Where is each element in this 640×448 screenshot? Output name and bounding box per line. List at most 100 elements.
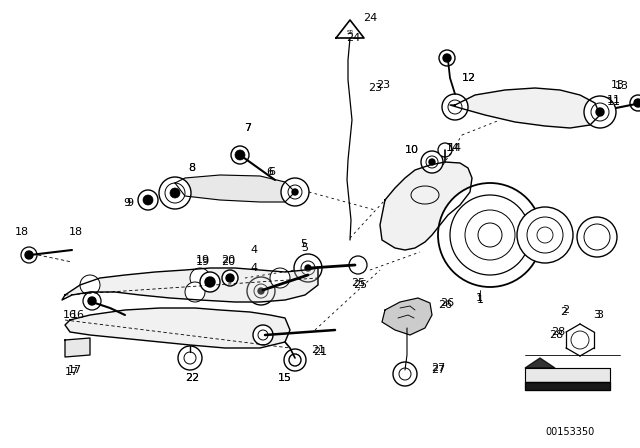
- Text: 24: 24: [363, 13, 377, 23]
- Circle shape: [200, 272, 220, 292]
- Text: 23: 23: [376, 80, 390, 90]
- Polygon shape: [450, 88, 600, 128]
- Text: 14: 14: [446, 143, 460, 153]
- Text: 7: 7: [244, 123, 252, 133]
- Text: 20: 20: [221, 257, 235, 267]
- Text: 27: 27: [431, 363, 445, 373]
- Circle shape: [281, 178, 309, 206]
- Text: 11: 11: [607, 97, 621, 107]
- Text: 6: 6: [266, 167, 273, 177]
- Text: 16: 16: [63, 310, 77, 320]
- Circle shape: [284, 349, 306, 371]
- Circle shape: [159, 177, 191, 209]
- Circle shape: [247, 277, 275, 305]
- Text: 9: 9: [127, 198, 134, 208]
- Circle shape: [517, 207, 573, 263]
- Circle shape: [577, 217, 617, 257]
- Polygon shape: [382, 298, 432, 335]
- Text: 00153350: 00153350: [545, 427, 595, 437]
- Circle shape: [170, 188, 180, 198]
- Text: 3: 3: [596, 310, 604, 320]
- Text: 2: 2: [563, 305, 570, 315]
- Text: 19: 19: [196, 255, 210, 265]
- Circle shape: [294, 254, 322, 282]
- Text: 27: 27: [431, 365, 445, 375]
- Text: 22: 22: [185, 373, 199, 383]
- Text: 19: 19: [196, 257, 210, 267]
- Circle shape: [143, 195, 153, 205]
- Circle shape: [421, 151, 443, 173]
- Text: 8: 8: [188, 163, 196, 173]
- Circle shape: [205, 277, 215, 287]
- Polygon shape: [525, 358, 555, 368]
- Text: 1: 1: [476, 293, 483, 303]
- Polygon shape: [65, 308, 290, 348]
- Circle shape: [438, 143, 452, 157]
- Polygon shape: [62, 268, 318, 302]
- Text: 1: 1: [477, 295, 483, 305]
- Text: 18: 18: [15, 227, 29, 237]
- Circle shape: [21, 247, 37, 263]
- Text: 13: 13: [611, 80, 625, 90]
- Text: 5: 5: [301, 243, 308, 253]
- Circle shape: [138, 190, 158, 210]
- Circle shape: [25, 251, 33, 259]
- Text: 21: 21: [313, 347, 327, 357]
- Text: 5: 5: [301, 239, 307, 249]
- Text: 10: 10: [405, 145, 419, 155]
- Circle shape: [226, 274, 234, 282]
- Text: 4: 4: [250, 263, 257, 273]
- Polygon shape: [525, 382, 610, 390]
- Text: 25: 25: [353, 280, 367, 290]
- Circle shape: [185, 282, 205, 302]
- Text: 11: 11: [607, 95, 621, 105]
- Text: 16: 16: [71, 310, 85, 320]
- Circle shape: [634, 99, 640, 107]
- Text: SR: SR: [346, 30, 354, 34]
- Polygon shape: [525, 368, 610, 382]
- Circle shape: [596, 108, 604, 116]
- Circle shape: [393, 362, 417, 386]
- Text: 21: 21: [311, 345, 325, 355]
- Circle shape: [270, 268, 290, 288]
- Text: 22: 22: [185, 373, 199, 383]
- Circle shape: [584, 96, 616, 128]
- Text: 9: 9: [124, 198, 131, 208]
- Text: 25: 25: [351, 278, 365, 288]
- Text: 4: 4: [250, 245, 257, 255]
- Text: 18: 18: [69, 227, 83, 237]
- Text: 23: 23: [368, 83, 382, 93]
- Text: 15: 15: [278, 373, 292, 383]
- Text: 28: 28: [551, 327, 565, 337]
- Circle shape: [190, 268, 210, 288]
- Circle shape: [88, 297, 96, 305]
- Text: 26: 26: [440, 298, 454, 308]
- Text: 12: 12: [462, 73, 476, 83]
- Circle shape: [438, 183, 542, 287]
- Polygon shape: [65, 338, 90, 357]
- Circle shape: [258, 288, 264, 294]
- Circle shape: [178, 346, 202, 370]
- Polygon shape: [175, 175, 295, 202]
- Text: 2: 2: [561, 307, 568, 317]
- Circle shape: [80, 275, 100, 295]
- Text: 12: 12: [462, 73, 476, 83]
- Circle shape: [305, 265, 311, 271]
- Circle shape: [235, 150, 245, 160]
- Circle shape: [231, 146, 249, 164]
- Text: 7: 7: [244, 123, 252, 133]
- Circle shape: [429, 159, 435, 165]
- Text: 28: 28: [549, 330, 563, 340]
- Circle shape: [349, 256, 367, 274]
- Text: 26: 26: [438, 300, 452, 310]
- Text: 3: 3: [593, 310, 600, 320]
- Circle shape: [443, 54, 451, 62]
- Text: 17: 17: [65, 367, 79, 377]
- Text: 17: 17: [68, 365, 82, 375]
- Circle shape: [442, 94, 468, 120]
- Text: 20: 20: [221, 255, 235, 265]
- Circle shape: [630, 95, 640, 111]
- Text: 8: 8: [188, 163, 196, 173]
- Text: 24: 24: [346, 33, 360, 43]
- Circle shape: [222, 270, 238, 286]
